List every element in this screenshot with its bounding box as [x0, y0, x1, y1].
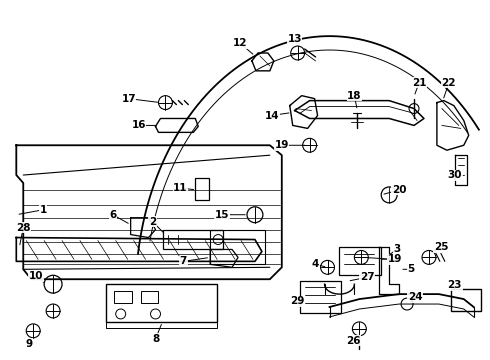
Text: 6: 6: [109, 210, 117, 220]
Text: 12: 12: [233, 38, 247, 48]
Text: 24: 24: [408, 292, 422, 302]
Text: 16: 16: [131, 121, 146, 130]
Text: 19: 19: [274, 140, 289, 150]
Text: 9: 9: [25, 339, 33, 349]
Text: 27: 27: [360, 272, 375, 282]
Text: 26: 26: [346, 336, 361, 346]
Bar: [210, 230, 265, 264]
Text: 21: 21: [412, 78, 426, 88]
Text: 10: 10: [29, 271, 44, 281]
Text: 20: 20: [392, 185, 406, 195]
Text: 14: 14: [265, 111, 279, 121]
Text: 25: 25: [434, 243, 448, 252]
Bar: [451, 289, 481, 311]
Bar: [114, 291, 132, 303]
Text: 30: 30: [447, 170, 462, 180]
Text: 17: 17: [122, 94, 136, 104]
Text: 7: 7: [180, 256, 187, 266]
Text: 19: 19: [388, 255, 402, 264]
Text: 2: 2: [149, 217, 156, 227]
Bar: [141, 291, 158, 303]
Bar: [164, 230, 223, 249]
Text: 29: 29: [291, 296, 305, 306]
Bar: [106, 284, 217, 322]
Text: 3: 3: [393, 244, 401, 255]
Bar: [196, 178, 209, 200]
Text: 15: 15: [215, 210, 229, 220]
Text: 1: 1: [40, 205, 47, 215]
Bar: [106, 322, 217, 328]
Text: 18: 18: [347, 91, 362, 101]
Text: 28: 28: [16, 222, 30, 233]
Text: 8: 8: [152, 334, 159, 344]
Text: 22: 22: [441, 78, 456, 88]
Text: 23: 23: [447, 280, 462, 290]
Text: 11: 11: [173, 183, 188, 193]
Text: 4: 4: [312, 259, 319, 269]
Text: 5: 5: [407, 264, 415, 274]
Bar: [300, 281, 342, 313]
Text: 13: 13: [288, 34, 302, 44]
Bar: [340, 247, 381, 275]
